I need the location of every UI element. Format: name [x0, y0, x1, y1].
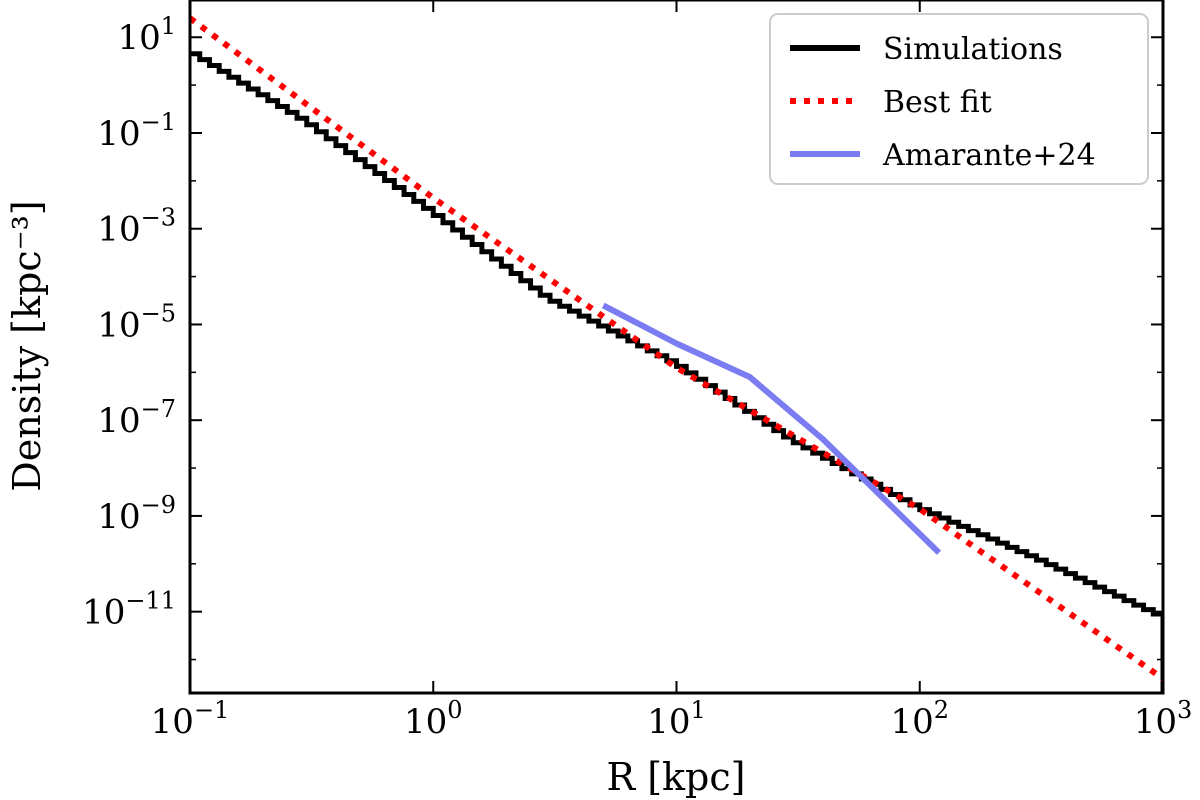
y-tick-label: 10−7: [97, 395, 176, 441]
ticks-layer: [189, 0, 1164, 693]
legend-label-best-fit: Best fit: [883, 85, 992, 120]
tick-labels-layer: 10−1 100 101 102 103 101 10−1 10−3 10−5 10−7 10−9 1…: [82, 12, 1192, 742]
y-tick-label: 101: [117, 12, 176, 58]
x-tick-label: 100: [404, 696, 463, 742]
y-tick-label: 10−11: [82, 587, 176, 633]
series-layer: [190, 15, 1163, 693]
legend-frame: [769, 13, 1149, 185]
series-line-0: [190, 51, 1163, 693]
legend-label-simulations: Simulations: [883, 32, 1063, 67]
legend: Simulations Best fit Amarante+24: [769, 13, 1149, 185]
series-line-2: [601, 302, 942, 555]
series-line-1: [190, 15, 1163, 682]
y-axis-label: Density [kpc⁻³]: [5, 200, 49, 491]
y-tick-label: 10−5: [97, 299, 176, 345]
x-tick-label: 102: [890, 696, 949, 742]
y-tick-label: 10−1: [97, 108, 176, 154]
x-tick-label: 103: [1134, 696, 1193, 742]
legend-label-amarante: Amarante+24: [882, 138, 1096, 173]
x-axis-label: R [kpc]: [607, 755, 746, 799]
y-tick-label: 10−3: [97, 204, 176, 250]
y-tick-label: 10−9: [97, 491, 176, 537]
x-tick-label: 101: [647, 696, 706, 742]
x-tick-label: 10−1: [151, 696, 230, 742]
